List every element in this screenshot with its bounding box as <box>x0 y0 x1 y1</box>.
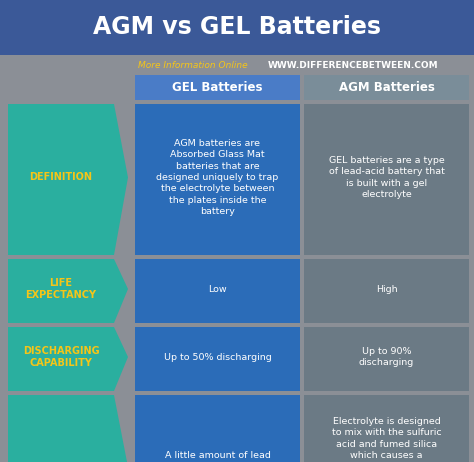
Polygon shape <box>8 395 128 462</box>
Bar <box>304 75 469 100</box>
Text: AGM Batteries: AGM Batteries <box>338 81 435 94</box>
Text: AGM vs GEL Batteries: AGM vs GEL Batteries <box>93 16 381 39</box>
Text: GEL Batteries: GEL Batteries <box>172 81 263 94</box>
Bar <box>304 104 469 255</box>
Bar <box>0 0 474 55</box>
Polygon shape <box>8 104 128 255</box>
Text: A little amount of lead
acid is entirely absorbed
by the glass mat: A little amount of lead acid is entirely… <box>159 451 276 462</box>
Text: DEFINITION: DEFINITION <box>29 172 92 182</box>
Text: LIFE
EXPECTANCY: LIFE EXPECTANCY <box>26 278 97 300</box>
Bar <box>135 75 300 100</box>
Bar <box>135 327 300 391</box>
Polygon shape <box>8 259 128 323</box>
Bar <box>304 395 469 462</box>
Bar <box>135 104 300 255</box>
Text: High: High <box>376 285 397 293</box>
Text: GEL batteries are a type
of lead-acid battery that
is built with a gel
electroly: GEL batteries are a type of lead-acid ba… <box>328 156 445 199</box>
Bar <box>304 259 469 323</box>
Text: DISCHARGING
CAPABILITY: DISCHARGING CAPABILITY <box>23 346 100 368</box>
Bar <box>304 327 469 391</box>
Text: Up to 90%
discharging: Up to 90% discharging <box>359 347 414 367</box>
Bar <box>135 259 300 323</box>
Bar <box>135 395 300 462</box>
Text: Low: Low <box>208 285 227 293</box>
Text: Up to 50% discharging: Up to 50% discharging <box>164 353 272 361</box>
Text: More Information Online: More Information Online <box>138 61 247 69</box>
Text: AGM batteries are
Absorbed Glass Mat
batteries that are
designed uniquely to tra: AGM batteries are Absorbed Glass Mat bat… <box>156 139 279 216</box>
Text: WWW.DIFFERENCEBETWEEN.COM: WWW.DIFFERENCEBETWEEN.COM <box>267 61 438 69</box>
Polygon shape <box>8 327 128 391</box>
Text: Electrolyte is designed
to mix with the sulfuric
acid and fumed silica
which cau: Electrolyte is designed to mix with the … <box>331 417 442 462</box>
